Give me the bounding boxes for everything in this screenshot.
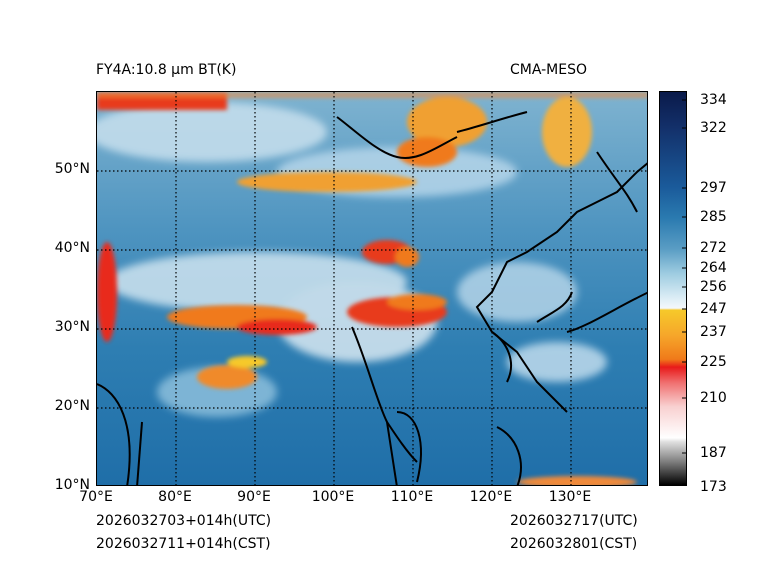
satellite-map xyxy=(96,91,648,486)
colorbar-label-285: 285 xyxy=(700,209,727,225)
colorbar-label-256: 256 xyxy=(700,279,727,295)
valid-time-utc: 2026032717(UTC) xyxy=(510,513,638,529)
colorbar-label-264: 264 xyxy=(700,260,727,276)
lon-tick-70: 70°E xyxy=(79,489,113,505)
lat-tick-40: 40°N xyxy=(54,240,90,256)
colorbar xyxy=(659,91,687,486)
lat-tick-20: 20°N xyxy=(54,398,90,414)
colorbar-label-173: 173 xyxy=(700,479,727,495)
lat-tick-30: 30°N xyxy=(54,319,90,335)
map-title: FY4A:10.8 μm BT(K) xyxy=(96,62,237,78)
model-title: CMA-MESO xyxy=(510,62,588,78)
lon-tick-80: 80°E xyxy=(158,489,192,505)
graticule xyxy=(97,92,647,485)
colorbar-label-322: 322 xyxy=(700,120,727,136)
lon-tick-110: 110°E xyxy=(390,489,434,505)
lon-tick-90: 90°E xyxy=(237,489,271,505)
brightness-temperature-field xyxy=(97,92,647,485)
init-time-cst: 2026032711+014h(CST) xyxy=(96,536,271,552)
init-time-utc: 2026032703+014h(UTC) xyxy=(96,513,272,529)
valid-time-cst: 2026032801(CST) xyxy=(510,536,638,552)
colorbar-gradient xyxy=(660,92,686,485)
coastlines xyxy=(97,111,647,485)
colorbar-label-237: 237 xyxy=(700,324,727,340)
lon-tick-130: 130°E xyxy=(548,489,592,505)
lon-tick-100: 100°E xyxy=(311,489,355,505)
colorbar-label-187: 187 xyxy=(700,445,727,461)
colorbar-label-334: 334 xyxy=(700,92,727,108)
colorbar-label-247: 247 xyxy=(700,301,727,317)
colorbar-label-225: 225 xyxy=(700,354,727,370)
colorbar-label-272: 272 xyxy=(700,240,727,256)
colorbar-label-210: 210 xyxy=(700,390,727,406)
convective-clouds xyxy=(97,92,647,485)
lat-tick-50: 50°N xyxy=(54,161,90,177)
colorbar-label-297: 297 xyxy=(700,180,727,196)
lon-tick-120: 120°E xyxy=(469,489,513,505)
lat-tick-10: 10°N xyxy=(54,477,90,493)
